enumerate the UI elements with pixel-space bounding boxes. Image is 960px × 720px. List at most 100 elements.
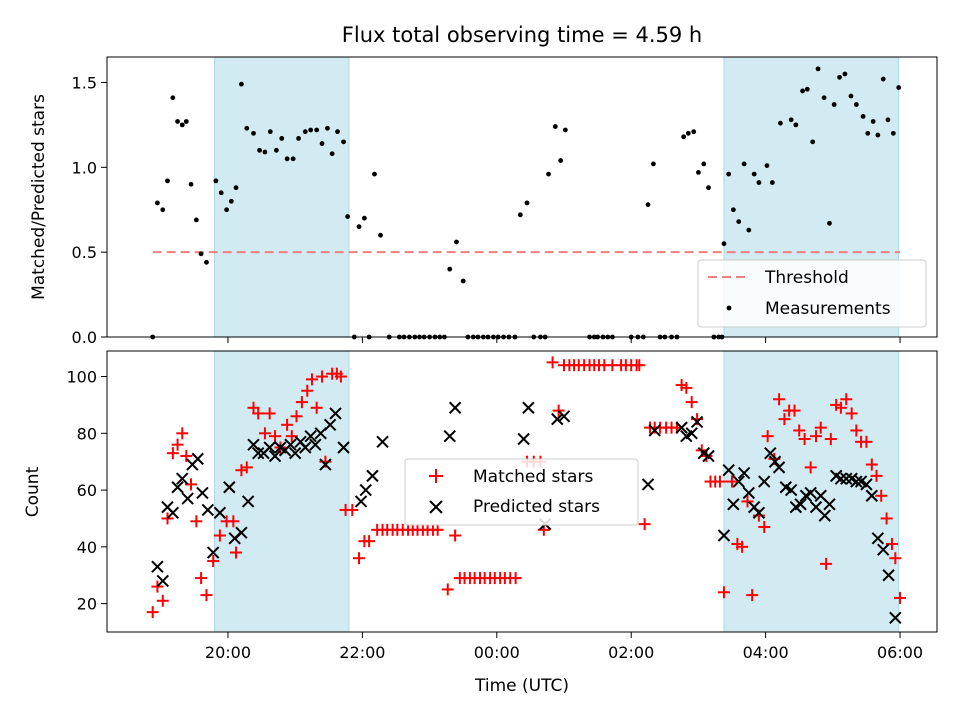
predicted-point [764, 446, 777, 460]
measurement-point [751, 171, 757, 177]
legend-matched-swatch [429, 469, 443, 483]
matched-point [685, 396, 698, 409]
matched-point [820, 557, 833, 570]
matched-point [793, 424, 806, 437]
measurement-point [685, 130, 691, 136]
predicted-point [768, 455, 782, 468]
measurement-point [793, 122, 799, 128]
predicted-points [151, 401, 902, 625]
measurement-point [558, 158, 564, 163]
predicted-point [840, 472, 853, 485]
measurement-point [188, 181, 194, 187]
measurement-point [726, 171, 732, 177]
matched-point [263, 407, 276, 420]
bottom-y-label: Count [23, 466, 43, 517]
matched-point [880, 512, 893, 525]
measurement-point [228, 198, 234, 204]
measurement-point [885, 117, 891, 123]
xtick-label: 04:00 [743, 643, 789, 662]
matched-point [295, 396, 308, 409]
top-x-ticks [227, 337, 901, 343]
predicted-point [223, 481, 236, 494]
measurement-point [193, 217, 199, 223]
predicted-point [284, 438, 297, 451]
predicted-point [648, 424, 661, 437]
predicted-point [702, 449, 715, 463]
measurement-point [769, 180, 775, 185]
bottom-ytick-label: 40 [77, 538, 97, 557]
top-ytick-label: 0.0 [72, 328, 97, 347]
matched-point [773, 393, 786, 406]
matched-point [860, 435, 873, 448]
matched-point [151, 580, 164, 593]
measurement-point [170, 95, 176, 101]
measurement-point [319, 141, 325, 146]
measurement-point [356, 224, 362, 230]
top-ytick-label: 1.5 [72, 73, 97, 92]
measurement-point [198, 251, 204, 257]
matched-point [509, 572, 522, 585]
matched-point [346, 503, 359, 516]
measurement-point [736, 219, 742, 225]
measurement-point [870, 119, 876, 124]
predicted-point [196, 486, 209, 500]
measurement-point [329, 151, 335, 157]
predicted-point [263, 441, 276, 454]
figure-title: Flux total observing time = 4.59 h [342, 23, 702, 47]
top-legend: Threshold Measurements [697, 259, 927, 328]
measurement-point [746, 227, 752, 233]
bottom-legend: Matched stars Predicted stars [404, 458, 639, 526]
predicted-point [166, 506, 180, 519]
predicted-point [268, 449, 282, 463]
predicted-point [675, 421, 688, 434]
matched-point [200, 589, 213, 602]
matched-point [190, 515, 203, 528]
predicted-point [299, 441, 312, 454]
matched-point [870, 469, 883, 482]
predicted-point [784, 483, 798, 497]
measurement-point [175, 119, 180, 124]
measurement-point [325, 125, 330, 131]
predicted-point [448, 401, 462, 414]
predicted-point [201, 503, 215, 517]
measurement-point [296, 136, 301, 141]
matched-point [449, 529, 462, 542]
measurement-point [257, 147, 262, 153]
predicted-point [181, 492, 194, 505]
measurement-point [224, 207, 230, 213]
bot-shade-0 [214, 350, 350, 633]
measurement-point [524, 200, 530, 206]
predicted-point [804, 486, 817, 500]
predicted-point [727, 498, 740, 511]
top-shade-0 [214, 56, 350, 338]
matched-point [798, 432, 811, 445]
measurement-point [273, 147, 279, 153]
predicted-point [288, 446, 302, 460]
predicted-point [823, 498, 836, 511]
predicted-point [752, 506, 766, 519]
measurement-point [756, 180, 762, 185]
predicted-point [690, 415, 704, 429]
predicted-point [522, 401, 535, 414]
measurement-point [204, 259, 209, 265]
measurement-point [335, 129, 340, 135]
measurement-point [213, 178, 219, 184]
measurement-point [341, 139, 346, 145]
measurement-point [645, 202, 651, 208]
measurement-point [741, 161, 747, 167]
legend-measurement-label: Measurements [765, 299, 891, 319]
measurement-point [821, 95, 827, 101]
matched-point [736, 540, 749, 553]
measurement-point [302, 129, 308, 135]
predicted-point [151, 560, 164, 573]
matched-point [146, 606, 159, 619]
predicted-point [241, 495, 255, 508]
measurement-point [279, 136, 285, 141]
xtick-label: 02:00 [608, 643, 654, 662]
predicted-point [235, 526, 248, 539]
matched-point [207, 555, 220, 568]
predicted-point [354, 495, 368, 508]
measurement-point [831, 102, 837, 107]
measurement-point [853, 102, 859, 107]
measurement-point [233, 185, 239, 191]
